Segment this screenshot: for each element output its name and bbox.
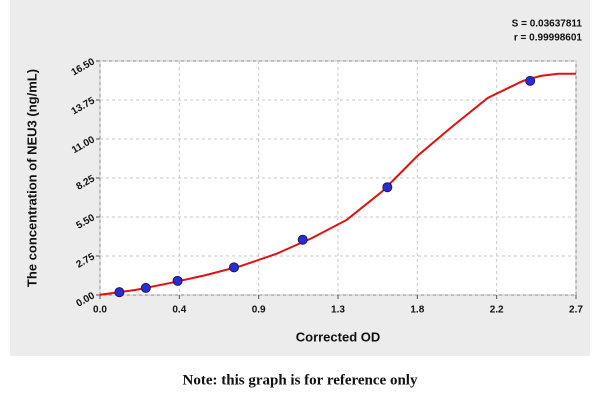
data-point xyxy=(382,182,393,193)
data-point xyxy=(114,287,125,298)
data-point xyxy=(297,234,308,245)
annotation: S = 0.03637811 xyxy=(512,19,583,30)
annotation: r = 0.99998601 xyxy=(514,33,583,44)
data-point xyxy=(525,75,536,86)
data-point xyxy=(172,275,183,286)
x-tick-label: 1.3 xyxy=(331,305,345,316)
x-tick-label: 0.4 xyxy=(172,305,186,316)
x-tick-label: 0.0 xyxy=(93,305,107,316)
x-tick-label: 0.9 xyxy=(252,305,266,316)
data-point xyxy=(228,262,239,273)
x-tick-label: 1.8 xyxy=(410,305,424,316)
x-axis-title: Corrected OD xyxy=(296,329,381,344)
y-axis-title: The concentration of NEU3 (ng/mL) xyxy=(24,69,39,287)
x-tick-label: 2.7 xyxy=(569,305,583,316)
data-point xyxy=(140,282,151,293)
note: Note: this graph is for reference only xyxy=(183,372,418,388)
x-tick-label: 2.2 xyxy=(490,305,504,316)
